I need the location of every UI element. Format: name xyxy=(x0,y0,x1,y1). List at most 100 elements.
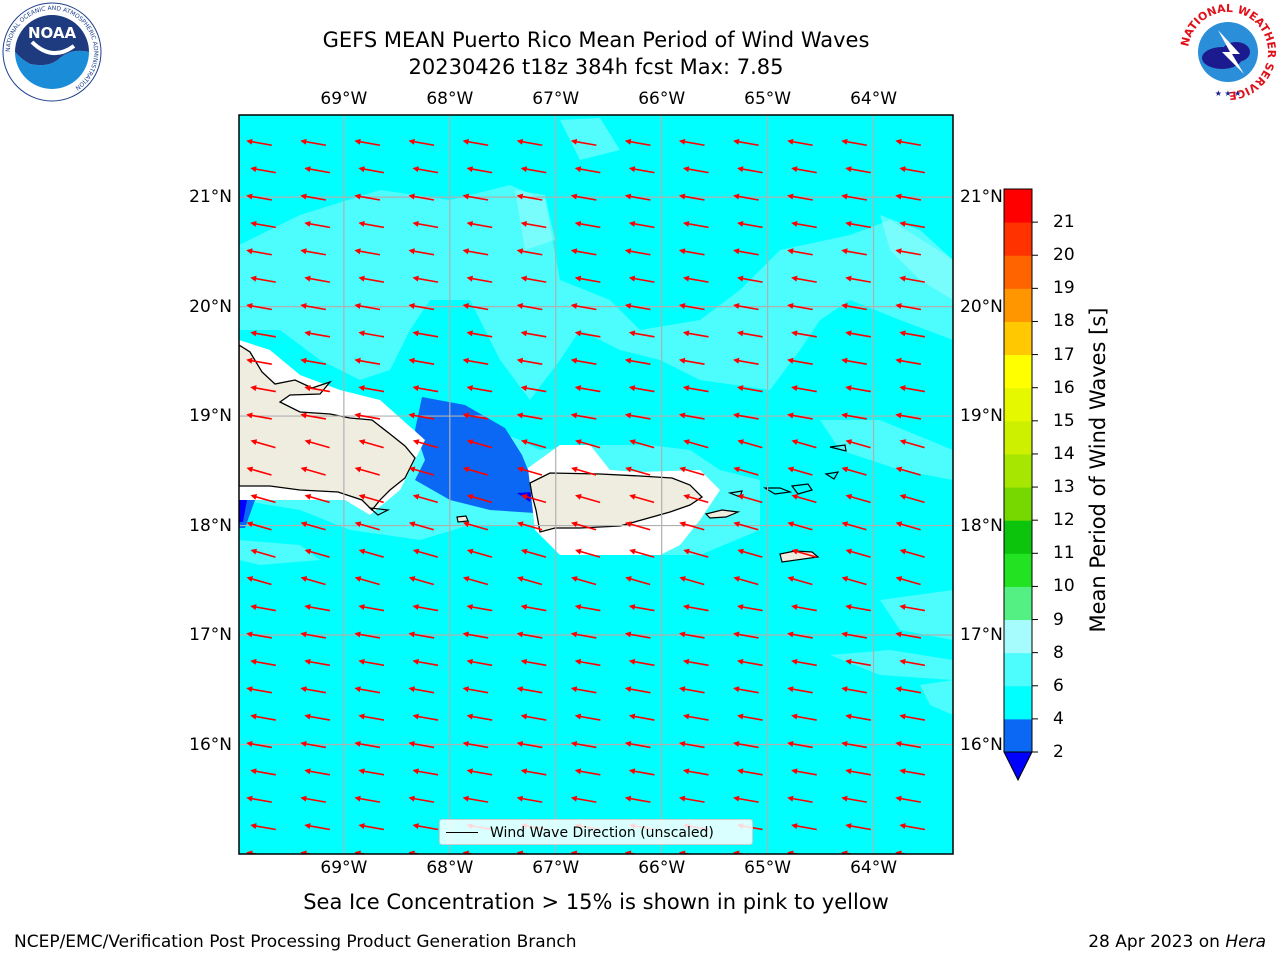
noaa-text: NOAA xyxy=(28,24,77,42)
wind-wave-arrow xyxy=(516,248,543,256)
wind-wave-arrow xyxy=(462,357,489,366)
wind-wave-arrow xyxy=(787,521,813,531)
wind-wave-arrow xyxy=(678,248,705,256)
wind-wave-arrow xyxy=(462,631,489,639)
colorbar-swatch xyxy=(1004,586,1032,621)
colorbar-tick-label: 18 xyxy=(1053,311,1075,332)
wind-wave-arrow xyxy=(412,658,439,667)
lat-tick-label-left: 21°N xyxy=(189,187,232,208)
wind-wave-arrow xyxy=(845,768,871,776)
wind-wave-arrow xyxy=(250,494,276,504)
lon-tick-label-bottom: 66°W xyxy=(638,858,686,878)
wind-wave-arrow xyxy=(246,357,272,366)
wind-wave-arrow xyxy=(787,412,813,420)
wind-wave-arrow xyxy=(412,604,439,612)
wind-wave-arrow xyxy=(574,768,601,776)
wind-wave-arrow xyxy=(683,439,709,449)
wind-wave-arrow xyxy=(841,521,867,531)
colorbar-tick-label: 21 xyxy=(1053,212,1075,233)
wind-wave-arrow xyxy=(300,686,327,694)
wind-wave-arrow xyxy=(412,713,439,721)
wind-wave-arrow xyxy=(899,385,926,393)
wind-wave-arrow xyxy=(520,275,547,283)
wind-wave-arrow xyxy=(466,494,493,504)
wind-wave-arrow xyxy=(899,658,926,667)
wind-wave-arrow xyxy=(516,138,543,147)
wind-wave-arrow xyxy=(304,385,331,393)
lat-tick-label-left: 20°N xyxy=(189,296,232,317)
wind-wave-arrow xyxy=(624,248,651,256)
colorbar-swatch xyxy=(1004,288,1032,322)
wind-wave-arrow xyxy=(408,412,435,420)
wind-wave-arrow xyxy=(408,795,435,803)
wind-wave-arrow xyxy=(628,768,655,776)
wind-wave-arrow xyxy=(787,466,813,476)
lon-tick-label-bottom: 64°W xyxy=(850,858,898,878)
wind-wave-arrow xyxy=(787,795,813,803)
lon-tick-label-top: 69°W xyxy=(320,89,368,109)
lon-tick-label-bottom: 69°W xyxy=(320,858,368,878)
wind-wave-arrow xyxy=(574,220,601,229)
wind-wave-arrow xyxy=(466,768,493,776)
colorbar-tick-label: 19 xyxy=(1053,278,1075,299)
wind-wave-arrow xyxy=(300,357,327,366)
wind-wave-arrow xyxy=(628,713,655,721)
wind-wave-arrow xyxy=(678,686,705,694)
wind-wave-arrow xyxy=(787,138,813,147)
wind-wave-arrow xyxy=(628,220,655,229)
colorbar-swatch xyxy=(1004,420,1032,455)
wind-wave-arrow xyxy=(466,604,493,612)
wind-wave-arrow xyxy=(737,220,763,229)
wind-wave-arrow xyxy=(624,795,651,803)
wind-wave-arrow xyxy=(895,521,921,531)
colorbar-tick-label: 10 xyxy=(1053,576,1075,597)
wind-wave-arrow xyxy=(466,548,493,558)
wind-wave-arrow xyxy=(737,385,763,393)
colorbar-swatch xyxy=(1004,189,1032,223)
wind-wave-arrow xyxy=(466,220,493,229)
colorbar-swatch xyxy=(1004,321,1032,356)
wind-wave-arrow xyxy=(845,275,871,283)
nws-logo: NATIONAL WEATHER SERVICE ★ ★ ★ xyxy=(1178,2,1278,102)
wind-wave-arrow xyxy=(628,385,655,393)
wind-wave-arrow xyxy=(845,823,871,831)
wind-wave-arrow xyxy=(250,330,276,338)
wind-wave-arrow xyxy=(678,138,705,147)
wind-wave-arrow xyxy=(570,248,597,256)
wind-wave-arrow xyxy=(841,466,867,476)
wind-wave-arrow xyxy=(791,166,817,174)
wind-wave-arrow xyxy=(678,795,705,803)
wind-wave-arrow xyxy=(737,439,763,449)
wind-wave-arrow xyxy=(408,357,435,366)
wind-wave-arrow xyxy=(250,713,276,721)
wind-wave-arrow xyxy=(679,576,705,586)
wind-wave-arrow xyxy=(412,548,438,558)
wind-wave-arrow xyxy=(678,631,705,639)
wind-wave-arrow xyxy=(250,768,276,776)
colorbar xyxy=(1003,188,1038,782)
wind-wave-arrow xyxy=(841,138,867,147)
wind-wave-arrow xyxy=(570,631,597,639)
wind-wave-arrow xyxy=(841,412,867,420)
wind-wave-arrow xyxy=(895,466,921,476)
wind-wave-arrow xyxy=(845,330,871,338)
wind-wave-arrow xyxy=(841,193,867,201)
wind-wave-arrow xyxy=(250,658,276,667)
wind-wave-arrow xyxy=(516,357,543,366)
wind-wave-arrow xyxy=(682,330,709,338)
wind-wave-arrow xyxy=(682,604,709,612)
wind-wave-arrow xyxy=(516,521,543,531)
wind-wave-arrow xyxy=(845,604,871,612)
wind-wave-arrow xyxy=(520,548,547,558)
wind-wave-arrow xyxy=(845,713,871,721)
lat-tick-label-right: 18°N xyxy=(960,515,1003,536)
colorbar-swatch xyxy=(1004,619,1032,654)
wind-wave-arrow xyxy=(358,166,385,174)
wind-wave-arrow xyxy=(571,576,597,586)
wind-wave-arrow xyxy=(575,548,601,558)
lat-tick-label-left: 18°N xyxy=(189,515,232,536)
wind-wave-arrow xyxy=(791,220,817,229)
wind-wave-arrow xyxy=(791,330,817,338)
wind-wave-arrow xyxy=(787,740,813,749)
wind-wave-arrow xyxy=(733,193,759,201)
